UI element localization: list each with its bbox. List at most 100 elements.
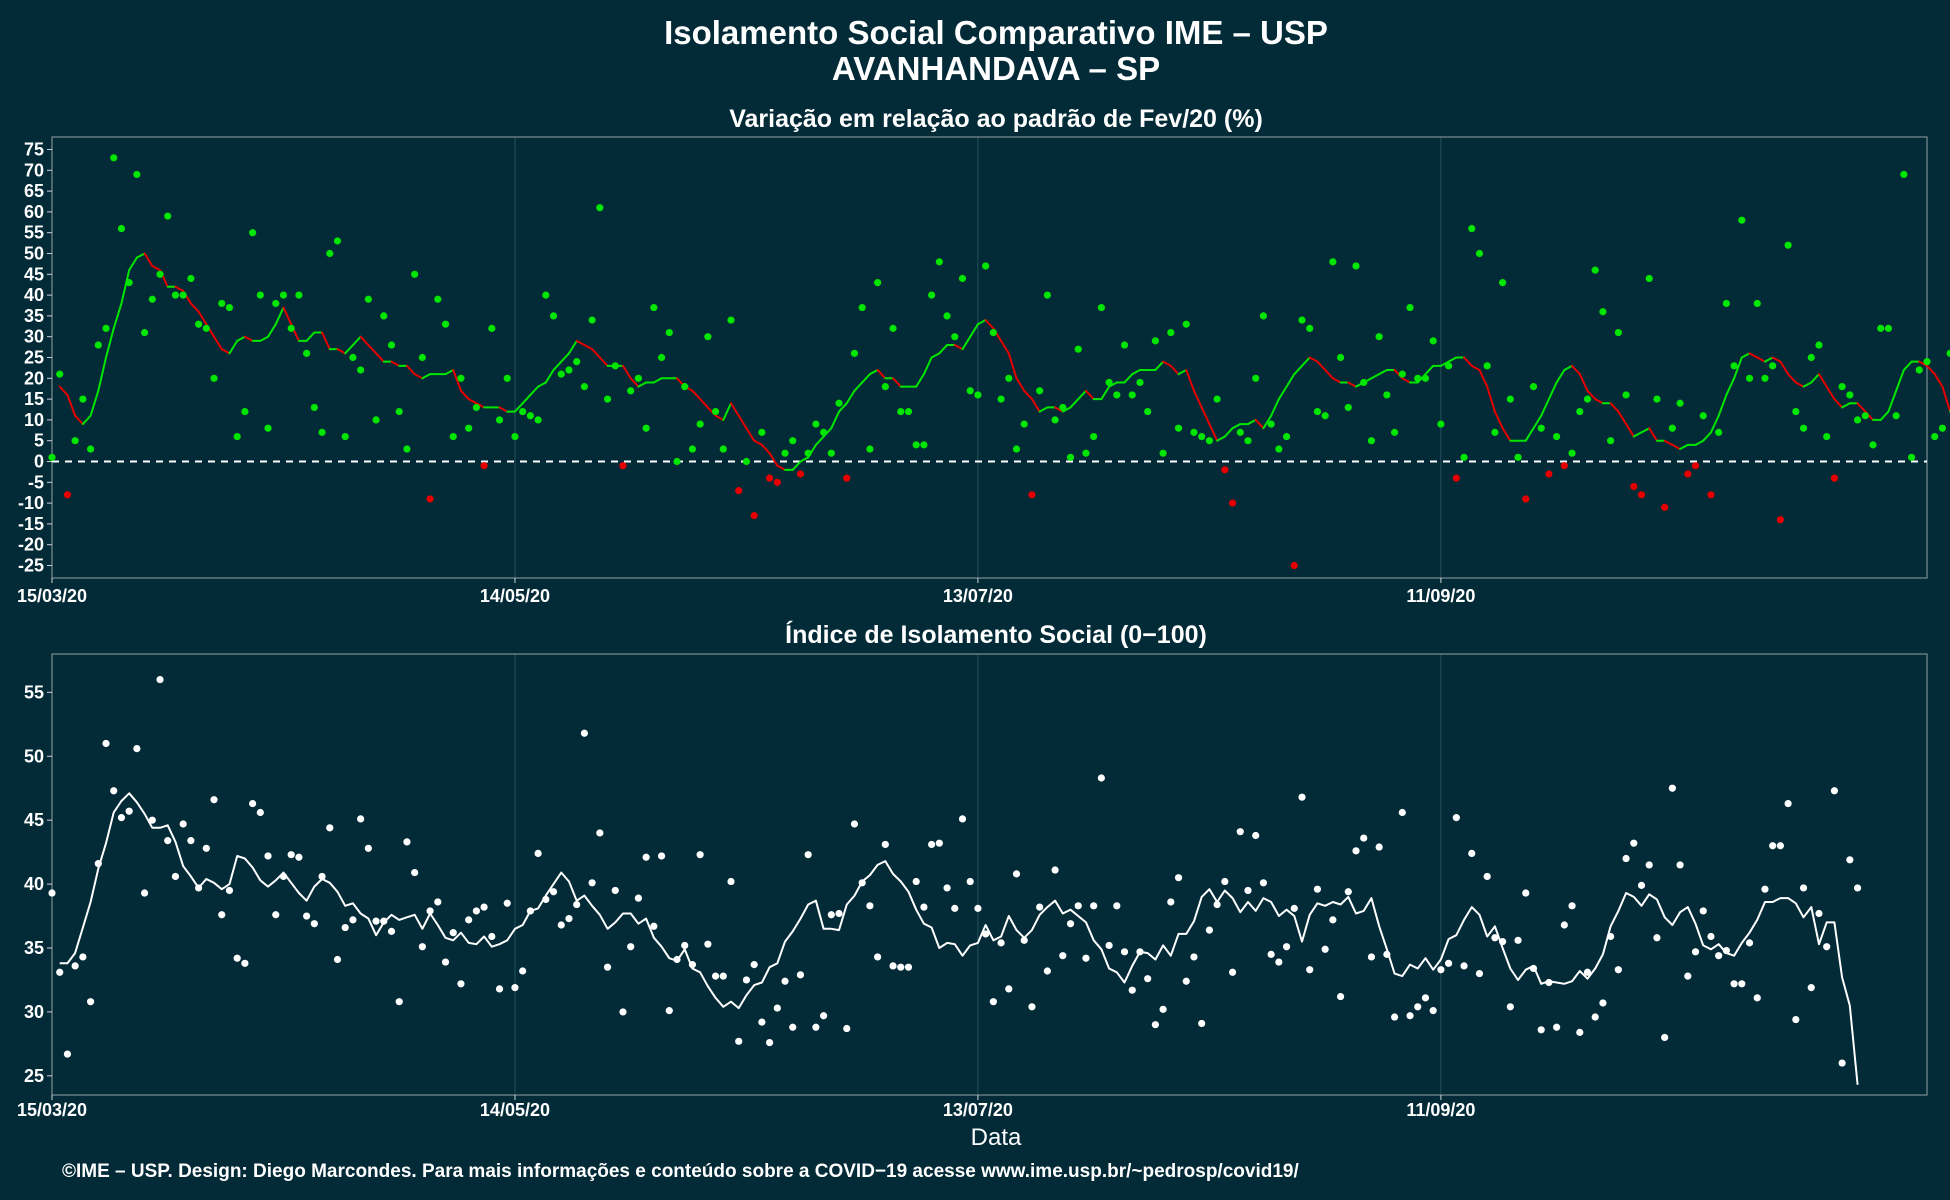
data-point: [1321, 412, 1329, 420]
data-point: [943, 312, 951, 320]
data-point: [48, 889, 56, 897]
data-point: [1190, 428, 1198, 436]
data-point: [1398, 808, 1406, 817]
data-point: [1452, 474, 1460, 482]
plot-frame: [51, 653, 1928, 1096]
data-point: [233, 432, 241, 441]
data-point: [1221, 466, 1229, 474]
data-point: [1853, 416, 1862, 424]
data-point: [881, 840, 889, 849]
data-point: [1769, 842, 1777, 850]
y-tick-label: 65: [24, 181, 44, 201]
footer-credit: ©IME – USP. Design: Diego Marcondes. Par…: [62, 1161, 1299, 1182]
data-point: [1059, 403, 1067, 412]
data-point: [1313, 885, 1322, 893]
data-point: [549, 888, 558, 896]
data-point: [1182, 320, 1190, 328]
data-point: [573, 358, 581, 366]
moving-average-segment: [359, 335, 370, 347]
data-point: [279, 872, 288, 881]
data-point: [1113, 391, 1121, 399]
y-tick-label: 45: [24, 810, 44, 830]
data-point: [1398, 370, 1406, 378]
y-tick-label: 30: [24, 1002, 44, 1022]
data-point: [1460, 962, 1468, 970]
data-point: [1367, 437, 1376, 445]
data-point: [1699, 907, 1707, 915]
moving-average-segment: [1725, 377, 1736, 396]
data-point: [1090, 902, 1098, 910]
moving-average-segment: [81, 414, 92, 426]
data-point: [140, 328, 149, 337]
data-point: [781, 977, 789, 985]
data-point: [1105, 378, 1113, 387]
y-tick-label: 25: [24, 348, 44, 368]
data-point: [1252, 374, 1260, 382]
data-point: [1375, 843, 1383, 851]
moving-average-segment: [1617, 410, 1628, 426]
data-point: [1167, 898, 1175, 906]
data-point: [86, 445, 95, 453]
data-point: [866, 445, 874, 453]
moving-average-segment: [1000, 339, 1010, 355]
moving-average-segment: [1231, 423, 1242, 430]
data-point: [966, 387, 974, 395]
data-point: [1290, 904, 1298, 912]
data-point: [1174, 874, 1183, 882]
data-point: [295, 853, 303, 861]
moving-average-segment: [699, 398, 709, 409]
moving-average-segment: [1223, 427, 1234, 438]
data-point: [333, 955, 342, 964]
moving-average-line: [59, 792, 1859, 1085]
data-point: [1205, 926, 1214, 934]
moving-average-segment: [1586, 389, 1597, 401]
data-point: [1560, 921, 1568, 929]
data-point: [1036, 903, 1044, 911]
data-point: [1529, 964, 1538, 973]
data-point: [272, 299, 280, 308]
data-point: [210, 796, 218, 804]
data-point: [380, 917, 388, 925]
data-point: [403, 838, 411, 846]
data-point: [1499, 279, 1507, 287]
data-point: [681, 941, 689, 950]
data-point: [711, 407, 720, 416]
moving-average-segment: [259, 335, 270, 342]
data-point: [1136, 378, 1144, 387]
data-point: [480, 462, 488, 470]
data-point: [619, 1008, 627, 1016]
data-point: [850, 349, 859, 357]
data-point: [403, 445, 411, 453]
data-point: [179, 820, 187, 828]
moving-average-segment: [405, 364, 416, 376]
data-point: [1576, 1028, 1584, 1036]
moving-average-segment: [1200, 406, 1211, 426]
data-point: [94, 860, 102, 868]
data-point: [1730, 980, 1738, 988]
data-point: [411, 868, 419, 877]
moving-average-segment: [1447, 356, 1458, 363]
data-point: [596, 829, 604, 837]
y-tick-label: 35: [24, 306, 44, 326]
moving-average-segment: [336, 348, 347, 355]
data-point: [1815, 909, 1823, 918]
x-tick-label: 14/05/20: [480, 586, 550, 606]
data-point: [889, 324, 897, 332]
x-tick-label: 15/03/20: [17, 1100, 87, 1120]
x-axis-label: Data: [971, 1124, 1022, 1151]
data-point: [310, 920, 318, 928]
data-point: [704, 333, 712, 341]
moving-average-segment: [776, 464, 787, 471]
data-point: [758, 1018, 766, 1026]
data-point: [534, 849, 542, 858]
moving-average-segment: [1926, 364, 1936, 376]
data-point: [1722, 299, 1730, 308]
moving-average-segment: [799, 456, 810, 463]
moving-average-segment: [1841, 402, 1851, 409]
moving-average-segment: [560, 352, 570, 363]
moving-average-segment: [1941, 385, 1950, 413]
data-point: [171, 872, 180, 881]
data-point: [117, 224, 126, 233]
data-point: [125, 807, 133, 815]
